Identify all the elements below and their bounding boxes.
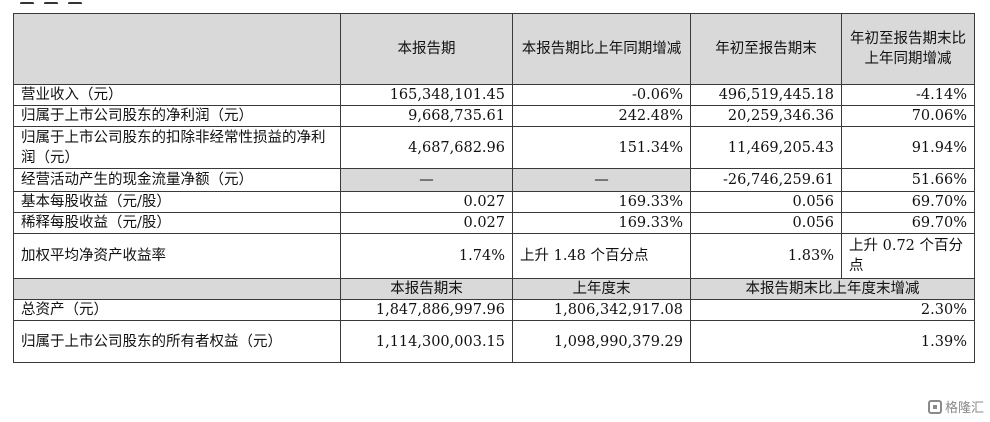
cell-ytd-yoy-change: 70.06% <box>841 105 975 127</box>
cell-ytd: 0.056 <box>690 191 842 213</box>
subheader-prior-year-end: 上年度末 <box>512 278 691 300</box>
cell-ytd-yoy-change: 51.66% <box>841 168 975 192</box>
row-label: 经营活动产生的现金流量净额（元） <box>13 168 341 192</box>
cell-period-end: 1,114,300,003.15 <box>340 320 513 363</box>
cell-ytd: 11,469,205.43 <box>690 126 842 169</box>
cell-current-period: 0.027 <box>340 191 513 213</box>
table-row: 归属于上市公司股东的扣除非经常性损益的净利润（元） 4,687,682.96 1… <box>13 126 975 169</box>
subheader-change-vs-prior-year-end: 本报告期末比上年度末增减 <box>690 278 975 300</box>
cell-ytd: 0.056 <box>690 212 842 234</box>
row-label: 营业收入（元） <box>13 84 341 106</box>
row-label: 稀释每股收益（元/股） <box>13 212 341 234</box>
cell-yoy-change: -0.06% <box>512 84 691 106</box>
row-label: 基本每股收益（元/股） <box>13 191 341 213</box>
subheader-period-end: 本报告期末 <box>340 278 513 300</box>
cell-yoy-change: 151.34% <box>512 126 691 169</box>
table-row: 营业收入（元） 165,348,101.45 -0.06% 496,519,44… <box>13 84 975 106</box>
row-label: 加权平均净资产收益率 <box>13 233 341 279</box>
cell-ytd: 496,519,445.18 <box>690 84 842 106</box>
cell-change: 2.30% <box>690 299 975 321</box>
header-empty-cell <box>13 13 341 85</box>
cell-current-period: — <box>340 168 513 192</box>
watermark-text: 格隆汇 <box>944 401 984 416</box>
cell-yoy-change: 169.33% <box>512 191 691 213</box>
cell-change: 1.39% <box>690 320 975 363</box>
row-label: 归属于上市公司股东的所有者权益（元） <box>13 320 341 363</box>
cell-current-period: 1.74% <box>340 233 513 279</box>
cell-yoy-change: 242.48% <box>512 105 691 127</box>
cell-current-period: 0.027 <box>340 212 513 234</box>
cell-prior-year-end: 1,806,342,917.08 <box>512 299 691 321</box>
cell-ytd-yoy-change: 上升 0.72 个百分点 <box>841 233 975 279</box>
row-label: 总资产（元） <box>13 299 341 321</box>
table-row: 总资产（元） 1,847,886,997.96 1,806,342,917.08… <box>13 299 975 321</box>
watermark: 格隆汇 <box>927 397 984 416</box>
table-row: 稀释每股收益（元/股） 0.027 169.33% 0.056 69.70% <box>13 212 975 234</box>
cell-ytd: 1.83% <box>690 233 842 279</box>
subheader-empty-cell <box>13 278 341 300</box>
header-yoy-change: 本报告期比上年同期增减 <box>512 13 691 85</box>
cropped-heading-fragment <box>20 0 110 4</box>
table-row: 经营活动产生的现金流量净额（元） — — -26,746,259.61 51.6… <box>13 168 975 192</box>
table-row: 归属于上市公司股东的净利润（元） 9,668,735.61 242.48% 20… <box>13 105 975 127</box>
table-row: 加权平均净资产收益率 1.74% 上升 1.48 个百分点 1.83% 上升 0… <box>13 233 975 279</box>
row-label: 归属于上市公司股东的净利润（元） <box>13 105 341 127</box>
table-row: 基本每股收益（元/股） 0.027 169.33% 0.056 69.70% <box>13 191 975 213</box>
cell-yoy-change: — <box>512 168 691 192</box>
cell-ytd: 20,259,346.36 <box>690 105 842 127</box>
cell-current-period: 4,687,682.96 <box>340 126 513 169</box>
cell-current-period: 9,668,735.61 <box>340 105 513 127</box>
table-row: 归属于上市公司股东的所有者权益（元） 1,114,300,003.15 1,09… <box>13 320 975 363</box>
cell-ytd-yoy-change: 69.70% <box>841 212 975 234</box>
cell-yoy-change: 上升 1.48 个百分点 <box>512 233 691 279</box>
cell-prior-year-end: 1,098,990,379.29 <box>512 320 691 363</box>
financial-data-table: 本报告期 本报告期比上年同期增减 年初至报告期末 年初至报告期末比上年同期增减 … <box>13 13 975 363</box>
cell-yoy-change: 169.33% <box>512 212 691 234</box>
gelonghui-logo-icon <box>927 399 942 414</box>
header-ytd-yoy-change: 年初至报告期末比上年同期增减 <box>841 13 975 85</box>
header-ytd: 年初至报告期末 <box>690 13 842 85</box>
cell-ytd-yoy-change: 69.70% <box>841 191 975 213</box>
cell-current-period: 165,348,101.45 <box>340 84 513 106</box>
header-current-period: 本报告期 <box>340 13 513 85</box>
cell-ytd: -26,746,259.61 <box>690 168 842 192</box>
row-label: 归属于上市公司股东的扣除非经常性损益的净利润（元） <box>13 126 341 169</box>
table-header-row: 本报告期 本报告期比上年同期增减 年初至报告期末 年初至报告期末比上年同期增减 <box>13 13 975 85</box>
table-subheader-row: 本报告期末 上年度末 本报告期末比上年度末增减 <box>13 278 975 300</box>
cell-ytd-yoy-change: -4.14% <box>841 84 975 106</box>
cell-ytd-yoy-change: 91.94% <box>841 126 975 169</box>
cell-period-end: 1,847,886,997.96 <box>340 299 513 321</box>
